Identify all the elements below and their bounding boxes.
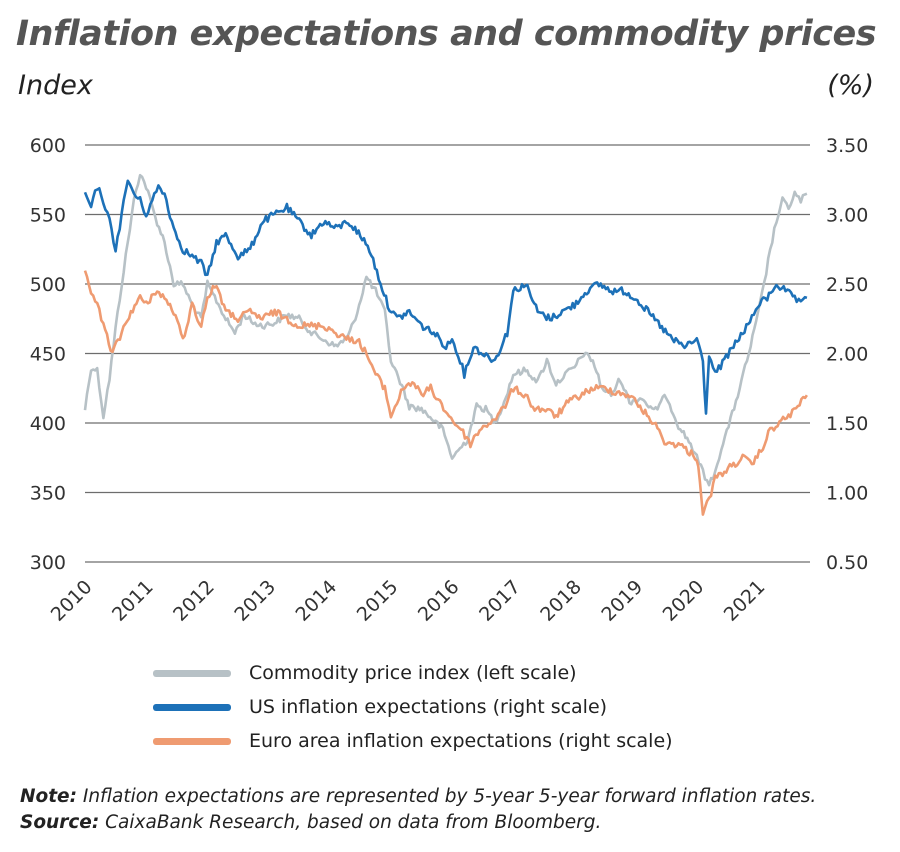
x-tick-label: 2021 (720, 576, 770, 626)
legend-label-commodity: Commodity price index (left scale) (249, 662, 577, 684)
legend: Commodity price index (left scale) US in… (153, 656, 673, 758)
y-right-tick-label: 2.00 (826, 344, 868, 366)
series-line-euro (83, 270, 808, 516)
y-right-tick-label: 0.50 (826, 552, 868, 574)
y-right-tick-label: 2.50 (826, 274, 868, 296)
source-label: Source: (20, 812, 100, 833)
source-text: CaixaBank Research, based on data from B… (105, 812, 602, 833)
x-tick-label: 2019 (597, 576, 647, 626)
y-right-tick-label: 3.00 (826, 205, 868, 227)
series-line-us (83, 179, 808, 415)
x-axis-ticks: 2010 2011 2012 2013 2014 2015 2016 2017 2018 2019… (47, 576, 770, 626)
x-tick-label: 2017 (475, 576, 525, 626)
legend-item-euro: Euro area inflation expectations (right … (153, 724, 673, 758)
chart-title: Inflation expectations and commodity pri… (16, 14, 877, 54)
y-left-tick-label: 300 (30, 552, 66, 574)
legend-label-euro: Euro area inflation expectations (right … (249, 730, 673, 752)
right-axis-ticks: 0.50 1.00 1.50 2.00 2.50 3.00 3.50 (826, 135, 868, 574)
legend-swatch-commodity (153, 669, 231, 677)
left-axis-unit: Index (18, 70, 93, 101)
right-axis-unit: (%) (827, 70, 874, 101)
note-text: Inflation expectations are represented b… (82, 786, 817, 807)
legend-swatch-us (153, 703, 231, 711)
legend-swatch-euro (153, 737, 231, 745)
x-tick-label: 2014 (292, 576, 342, 626)
y-left-tick-label: 350 (30, 483, 66, 505)
note-line: Note: Inflation expectations are represe… (20, 784, 816, 810)
x-tick-label: 2015 (353, 576, 403, 626)
footnotes: Note: Inflation expectations are represe… (20, 784, 816, 836)
x-tick-label: 2013 (230, 576, 280, 626)
x-tick-label: 2010 (47, 576, 97, 626)
y-right-tick-label: 1.50 (826, 413, 868, 435)
x-tick-label: 2018 (536, 576, 586, 626)
y-right-tick-label: 1.00 (826, 483, 868, 505)
legend-item-commodity: Commodity price index (left scale) (153, 656, 673, 690)
x-tick-label: 2012 (169, 576, 219, 626)
y-left-tick-label: 550 (30, 205, 66, 227)
legend-item-us: US inflation expectations (right scale) (153, 690, 673, 724)
legend-label-us: US inflation expectations (right scale) (249, 696, 608, 718)
series-line-commodity (83, 173, 808, 487)
y-right-tick-label: 3.50 (826, 135, 868, 157)
source-line: Source: CaixaBank Research, based on dat… (20, 810, 816, 836)
x-tick-label: 2011 (108, 576, 158, 626)
x-tick-label: 2016 (414, 576, 464, 626)
y-left-tick-label: 600 (30, 135, 66, 157)
x-tick-label: 2020 (659, 576, 709, 626)
note-label: Note: (20, 786, 77, 807)
left-axis-ticks: 300 350 400 450 500 550 600 (30, 135, 66, 574)
y-left-tick-label: 450 (30, 344, 66, 366)
y-left-tick-label: 500 (30, 274, 66, 296)
series-lines (83, 173, 808, 516)
y-left-tick-label: 400 (30, 413, 66, 435)
